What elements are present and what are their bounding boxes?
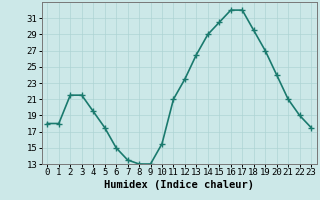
X-axis label: Humidex (Indice chaleur): Humidex (Indice chaleur) [104, 180, 254, 190]
